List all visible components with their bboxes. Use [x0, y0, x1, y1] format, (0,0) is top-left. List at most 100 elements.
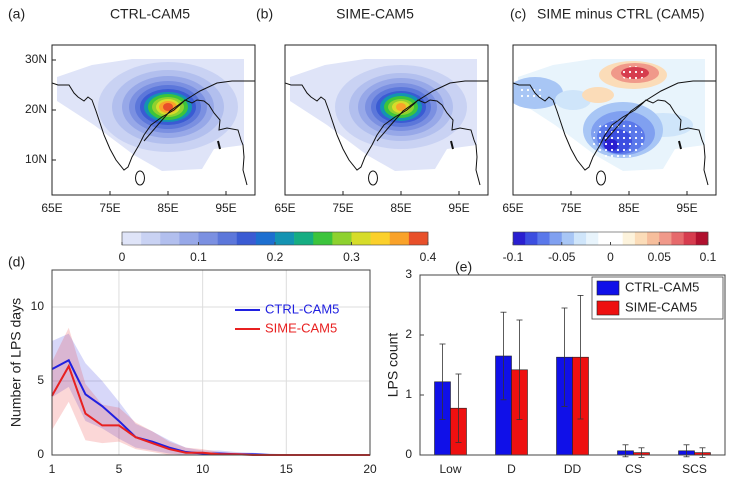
- panel-label: (a): [8, 6, 25, 22]
- colorbar-swatch: [275, 232, 295, 245]
- colorbar-swatch: [370, 232, 391, 245]
- colorbar-swatch: [236, 232, 257, 245]
- x-tick-label: Low: [439, 462, 461, 476]
- colorbar-swatch: [695, 232, 709, 245]
- legend-label: SIME-CAM5: [265, 320, 337, 335]
- colorbar-swatch: [561, 232, 575, 245]
- x-tick-label: DD: [564, 462, 582, 476]
- x-tick-label: 95E: [676, 201, 697, 215]
- x-tick-label: 65E: [41, 201, 62, 215]
- x-tick-label: 85E: [618, 201, 639, 215]
- y-tick-label: 10N: [25, 152, 47, 166]
- colorbar-swatch: [610, 232, 623, 245]
- colorbar-swatch: [351, 232, 371, 245]
- map-area: [285, 59, 488, 186]
- colorbar-swatch: [537, 232, 550, 245]
- y-tick-label: 0: [405, 447, 412, 461]
- colorbar-tick-label: 0.4: [420, 250, 437, 264]
- x-tick-label: CS: [625, 462, 642, 476]
- x-tick-label: 65E: [274, 201, 295, 215]
- island: [450, 140, 454, 150]
- map-frame: [51, 44, 256, 196]
- plot-frame: [419, 274, 726, 456]
- colorbar-swatch: [179, 232, 199, 245]
- island: [678, 140, 682, 150]
- panel-label: (b): [256, 6, 273, 22]
- colorbar-swatch: [634, 232, 648, 245]
- y-tick-label: 20N: [25, 102, 47, 116]
- colorbar-swatch: [671, 232, 684, 245]
- legend-swatch: [596, 300, 620, 316]
- shading: [396, 103, 406, 111]
- colorbar-swatch: [332, 232, 352, 245]
- legend-label: CTRL-CAM5: [265, 301, 339, 316]
- error-bar: [439, 343, 446, 421]
- border: [143, 80, 255, 142]
- shading: [163, 103, 173, 111]
- error-bar: [516, 319, 523, 421]
- spread-band: [52, 327, 370, 455]
- x-tick-label: 95E: [448, 201, 469, 215]
- y-tick-label: 3: [405, 267, 412, 281]
- panel-label: (d): [8, 254, 25, 270]
- colorbar-swatch: [622, 232, 636, 245]
- shading: [582, 87, 614, 103]
- error-bar: [699, 447, 706, 458]
- map-area: [52, 59, 255, 186]
- x-tick-label: 15: [280, 462, 294, 476]
- colorbar-swatch: [647, 232, 660, 245]
- error-bar: [577, 294, 584, 420]
- hatching: [592, 120, 644, 160]
- map-area: [513, 59, 716, 186]
- x-tick-label: 85E: [390, 201, 411, 215]
- map-frame: [284, 44, 489, 196]
- y-tick-label: 30N: [25, 52, 47, 66]
- border: [604, 80, 716, 142]
- error-bar: [638, 447, 645, 458]
- hatching: [619, 66, 647, 80]
- x-tick-label: 75E: [332, 201, 353, 215]
- y-tick-label: 10: [31, 299, 45, 313]
- y-tick-label: 0: [37, 447, 44, 461]
- y-axis-label: Number of LPS days: [8, 298, 24, 427]
- x-tick-label: 5: [116, 462, 123, 476]
- panel-label: (c): [510, 6, 526, 22]
- island: [217, 140, 221, 150]
- colorbar-swatch: [525, 232, 538, 245]
- colorbar-swatch: [198, 232, 218, 245]
- colorbar-tick-label: -0.1: [503, 250, 524, 264]
- panel-label: (e): [455, 259, 472, 275]
- x-tick-label: SCS: [682, 462, 707, 476]
- colorbar-swatch: [255, 232, 276, 245]
- colorbar-swatch: [408, 232, 429, 245]
- colorbar-swatch: [573, 232, 587, 245]
- colorbar-swatch: [549, 232, 563, 245]
- colorbar-swatch: [294, 232, 314, 245]
- y-tick-label: 5: [37, 373, 44, 387]
- colorbar-swatch: [659, 232, 672, 245]
- colorbar-tick-label: 0: [119, 250, 126, 264]
- colorbar-swatch: [122, 232, 142, 245]
- y-tick-label: 2: [405, 327, 412, 341]
- legend-label: CTRL-CAM5: [625, 279, 699, 294]
- x-tick-label: 75E: [99, 201, 120, 215]
- colorbar-swatch: [313, 232, 333, 245]
- colorbar-swatch: [141, 232, 161, 245]
- x-tick-label: D: [507, 462, 516, 476]
- legend-label: SIME-CAM5: [625, 299, 697, 314]
- colorbar-tick-label: 0.1: [700, 250, 717, 264]
- x-tick-label: 85E: [157, 201, 178, 215]
- colorbar-swatch: [598, 232, 611, 245]
- map-title: SIME minus CTRL (CAM5): [537, 6, 705, 22]
- island: [368, 170, 378, 186]
- x-tick-label: 20: [363, 462, 377, 476]
- colorbar-tick-label: 0.1: [190, 250, 207, 264]
- colorbar-swatch: [513, 232, 526, 245]
- x-tick-label: 1: [49, 462, 56, 476]
- plot-frame: [51, 269, 371, 456]
- coastline: [285, 82, 481, 186]
- x-tick-label: 95E: [215, 201, 236, 215]
- colorbar-swatch: [160, 232, 180, 245]
- border: [376, 80, 488, 142]
